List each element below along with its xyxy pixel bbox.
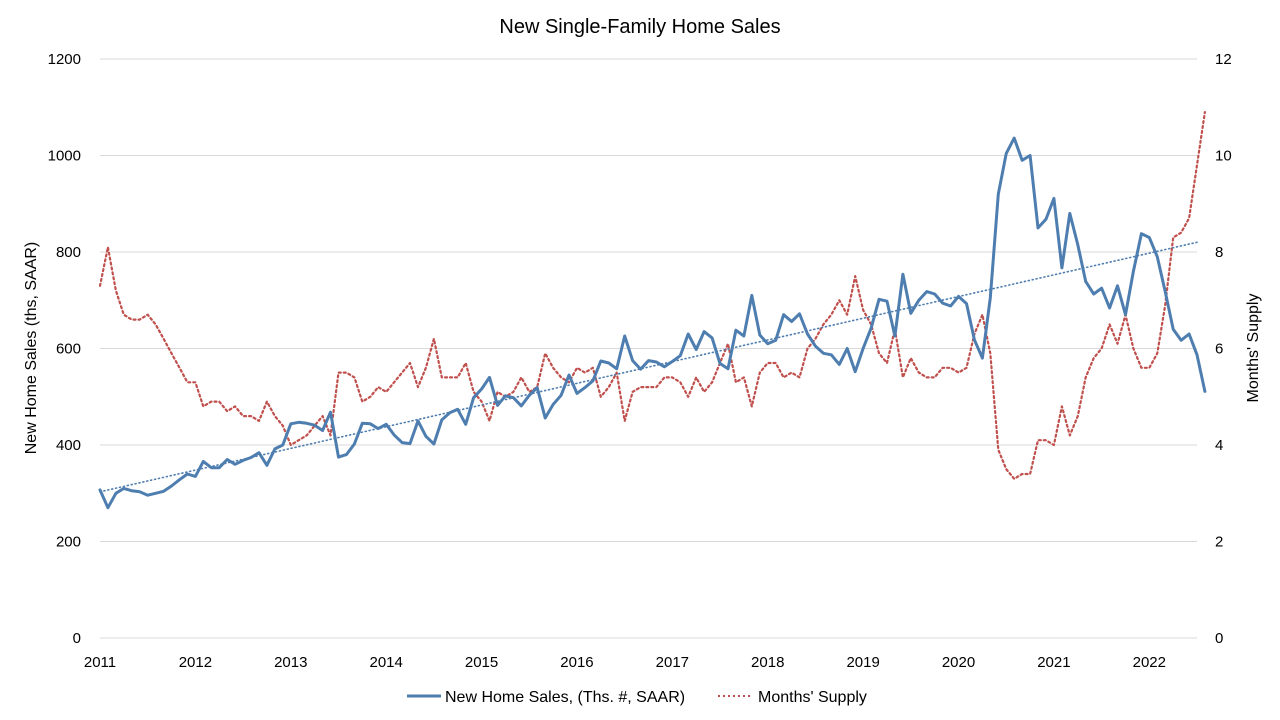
y2-tick-label: 4 [1215,437,1223,454]
left-axis-title: New Home Sales (ths, SAAR) [23,242,40,455]
y2-tick-label: 6 [1215,341,1223,358]
months-supply-line [98,110,1207,480]
x-tick-label: 2017 [656,654,689,671]
y2-tick-label: 8 [1215,244,1223,261]
y-tick-label: 400 [56,437,81,454]
x-tick-label: 2011 [84,654,116,671]
chart-title: New Single-Family Home Sales [499,16,780,38]
y2-tick-label: 0 [1215,630,1223,647]
right-axis-ticks: 0 2 4 6 8 10 12 [1215,51,1232,647]
series-layer [98,110,1207,510]
x-tick-label: 2022 [1133,654,1166,671]
legend: New Home Sales, (Ths. #, SAAR) Months' S… [407,689,867,706]
x-tick-label: 2012 [179,654,212,671]
y-tick-label: 800 [56,244,81,261]
y2-tick-label: 10 [1215,148,1232,165]
sales-trendline [99,241,1198,493]
y2-tick-label: 2 [1215,534,1223,551]
y-tick-label: 200 [56,534,81,551]
x-tick-label: 2018 [751,654,784,671]
y-tick-label: 600 [56,341,81,358]
y-tick-label: 1200 [48,51,81,68]
x-tick-label: 2019 [846,654,879,671]
x-tick-label: 2015 [465,654,498,671]
left-axis-ticks: 0 200 400 600 800 1000 1200 [48,51,81,647]
y-tick-label: 0 [73,630,81,647]
x-tick-label: 2016 [560,654,593,671]
sales-line [98,136,1207,510]
legend-label-supply: Months' Supply [758,689,867,706]
x-tick-label: 2020 [942,654,975,671]
legend-label-sales: New Home Sales, (Ths. #, SAAR) [445,689,685,706]
gridlines [100,58,1197,639]
x-tick-label: 2014 [369,654,402,671]
y-tick-label: 1000 [48,148,81,165]
y2-tick-label: 12 [1215,51,1232,68]
x-tick-label: 2013 [274,654,307,671]
x-tick-label: 2021 [1037,654,1070,671]
right-axis-title: Months' Supply [1245,294,1262,403]
x-axis-ticks: 2011 2012 2013 2014 2015 2016 2017 2018 2019 2020… [84,654,1166,671]
